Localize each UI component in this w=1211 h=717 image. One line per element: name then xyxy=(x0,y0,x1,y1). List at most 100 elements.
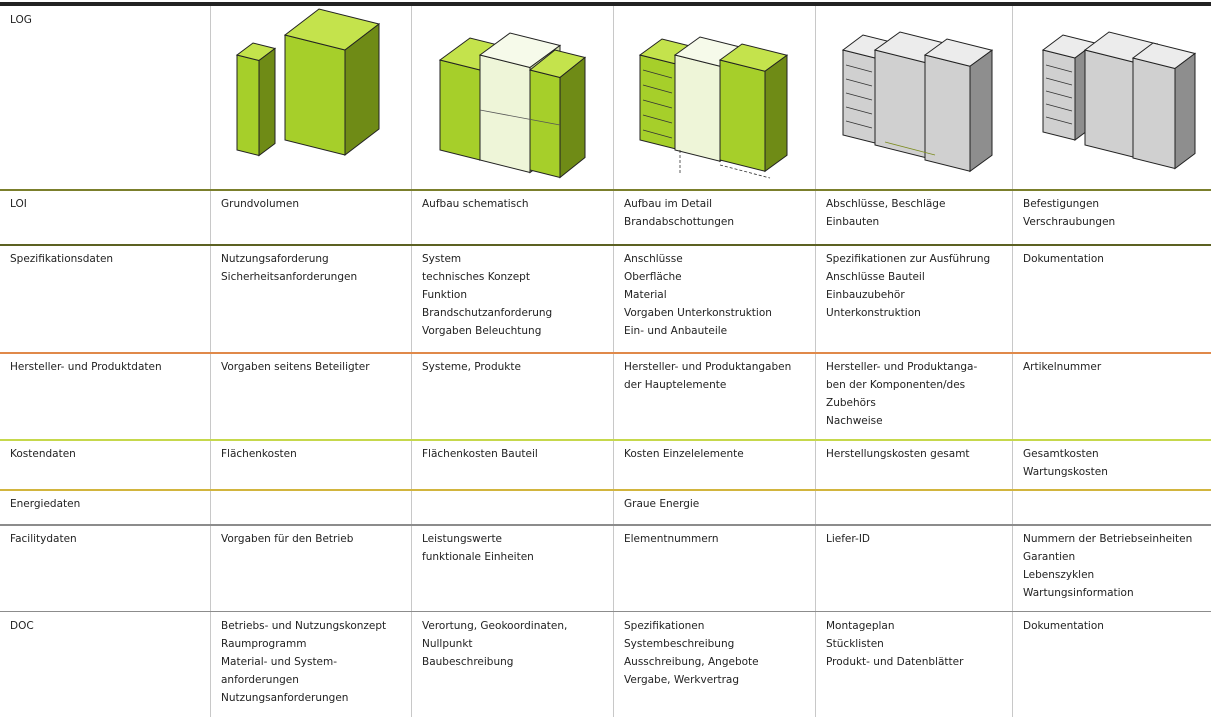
box-face xyxy=(639,54,676,150)
table-cell: Flächenkosten Bauteil xyxy=(422,445,538,463)
cell-text: Graue Energie xyxy=(624,498,700,510)
cell-text: Lebenszyklen xyxy=(1023,569,1095,581)
cell-text: Nutzungsaforderung xyxy=(221,253,329,265)
shape-line xyxy=(1045,64,1073,73)
column-divider xyxy=(210,6,211,717)
cell-text: Ein- und Anbauteile xyxy=(624,325,728,337)
shape-line xyxy=(845,64,873,73)
box-side xyxy=(258,47,276,157)
cell-text: Leistungswerte xyxy=(422,533,503,545)
cell-text: technisches Konzept xyxy=(422,271,530,283)
shape-line xyxy=(845,106,873,115)
cell-text: ben der Komponenten/des xyxy=(826,379,966,391)
cell-text: Vorgaben für den Betrieb xyxy=(221,533,354,545)
table-cell: Hersteller- und Produktanga-ben der Komp… xyxy=(826,358,977,430)
table-cell: System technisches Konzept Funktion Brandsc… xyxy=(422,250,552,340)
cell-text: Brandschutzanforderung xyxy=(422,307,553,319)
cell-text: anforderungen xyxy=(221,674,299,686)
shape-line xyxy=(884,141,936,156)
table-cell: Gesamtkosten Wartungskosten xyxy=(1023,445,1108,481)
table-cell: Vorgaben für den Betrieb xyxy=(221,530,353,548)
cell-text: Einbauzubehör xyxy=(826,289,905,301)
cell-text: der Hauptelemente xyxy=(624,379,727,391)
cell-text: Vergabe, Werkvertrag xyxy=(624,674,740,686)
cell-text: Stücklisten xyxy=(826,638,884,650)
box-face xyxy=(236,54,260,157)
table-cell: Aufbau schematisch xyxy=(422,195,529,213)
column-divider xyxy=(613,6,614,717)
cell-text: Verschraubungen xyxy=(1023,216,1116,228)
cell-text: Funktion xyxy=(422,289,467,301)
column-divider xyxy=(1012,6,1013,717)
cell-text: Material- und System- xyxy=(221,656,338,668)
box-side xyxy=(969,49,993,173)
row-separator xyxy=(0,611,1211,612)
cell-text: Artikelnummer xyxy=(1023,361,1102,373)
shape-line xyxy=(1045,77,1073,86)
shape-line xyxy=(1045,103,1073,112)
cell-text: Hersteller- und Produktanga- xyxy=(826,361,978,373)
cell-text: Betriebs- und Nutzungskonzept xyxy=(221,620,387,632)
shape-line xyxy=(719,164,771,179)
cell-text: Befestigungen xyxy=(1023,198,1100,210)
shape-line xyxy=(845,120,873,129)
table-cell: Flächenkosten xyxy=(221,445,297,463)
cell-text: Vorgaben Beleuchtung xyxy=(422,325,542,337)
shape-line xyxy=(642,129,673,139)
cell-text: Flächenkosten Bauteil xyxy=(422,448,538,460)
cell-text: Zubehörs xyxy=(826,397,876,409)
cell-text: Nummern der Betriebseinheiten xyxy=(1023,533,1193,545)
row-separator xyxy=(0,352,1211,354)
table-cell: Systeme, Produkte xyxy=(422,358,521,376)
cell-text: Dokumentation xyxy=(1023,620,1104,632)
shape-line xyxy=(845,78,873,87)
shape-line xyxy=(1045,116,1073,125)
cell-text: Herstellungskosten gesamt xyxy=(826,448,970,460)
box-face xyxy=(479,54,531,174)
box-face xyxy=(1084,49,1134,158)
table-cell: Spezifikationen Systembeschreibung Ausschr… xyxy=(624,617,759,689)
cell-text: Systembeschreibung xyxy=(624,638,735,650)
cell-text: Spezifikationen xyxy=(624,620,705,632)
cell-text: Hersteller- und Produktangaben xyxy=(624,361,792,373)
row-label: Spezifikationsdaten xyxy=(10,253,114,265)
row-label: Energiedaten xyxy=(10,498,81,510)
cell-text: Vorgaben seitens Beteiligter xyxy=(221,361,370,373)
cell-text: Vorgaben Unterkonstruktion xyxy=(624,307,772,319)
box-face xyxy=(1042,49,1076,141)
table-cell: Liefer-ID xyxy=(826,530,870,548)
cell-text: Material xyxy=(624,289,667,301)
table-cell: Artikelnummer xyxy=(1023,358,1101,376)
row-label: DOC xyxy=(10,620,34,632)
table-cell: Anschlüsse Oberfläche Material Vorgaben Unt… xyxy=(624,250,772,340)
row-separator xyxy=(0,189,1211,191)
cell-text: Kosten Einzelelemente xyxy=(624,448,744,460)
row-label: LOG xyxy=(10,14,32,26)
table-cell: Aufbau im Detail Brandabschottungen xyxy=(624,195,734,231)
cell-text: Nutzungsanforderungen xyxy=(221,692,349,704)
row-separator xyxy=(0,244,1211,246)
cell-text: Nullpunkt xyxy=(422,638,473,650)
cell-text: Produkt- und Datenblätter xyxy=(826,656,964,668)
table-cell: Elementnummern xyxy=(624,530,719,548)
table-cell: Vorgaben seitens Beteiligter xyxy=(221,358,370,376)
cell-text: Oberfläche xyxy=(624,271,682,283)
table-cell: Dokumentation xyxy=(1023,617,1104,635)
cell-text: Verortung, Geokoordinaten, xyxy=(422,620,568,632)
table-cell: Leistungswerte funktionale Einheiten xyxy=(422,530,534,566)
row-label: LOI xyxy=(10,198,27,210)
table-cell: Befestigungen Verschraubungen xyxy=(1023,195,1115,231)
table-cell: Nummern der Betriebseinheiten Garantien Le… xyxy=(1023,530,1192,602)
row-separator xyxy=(0,524,1211,526)
table-cell: Betriebs- und Nutzungskonzept Raumprogram… xyxy=(221,617,386,707)
box-side xyxy=(1174,52,1196,170)
table-cell: Verortung, Geokoordinaten, Nullpunkt Baube… xyxy=(422,617,567,671)
cell-text: Wartungsinformation xyxy=(1023,587,1134,599)
table-cell: Dokumentation xyxy=(1023,250,1104,268)
cell-text: Grundvolumen xyxy=(221,198,299,210)
cell-text: Raumprogramm xyxy=(221,638,307,650)
cell-text: Garantien xyxy=(1023,551,1076,563)
cell-text: Gesamtkosten xyxy=(1023,448,1099,460)
table-cell: Nutzungsaforderung Sicherheitsanforderung… xyxy=(221,250,357,286)
